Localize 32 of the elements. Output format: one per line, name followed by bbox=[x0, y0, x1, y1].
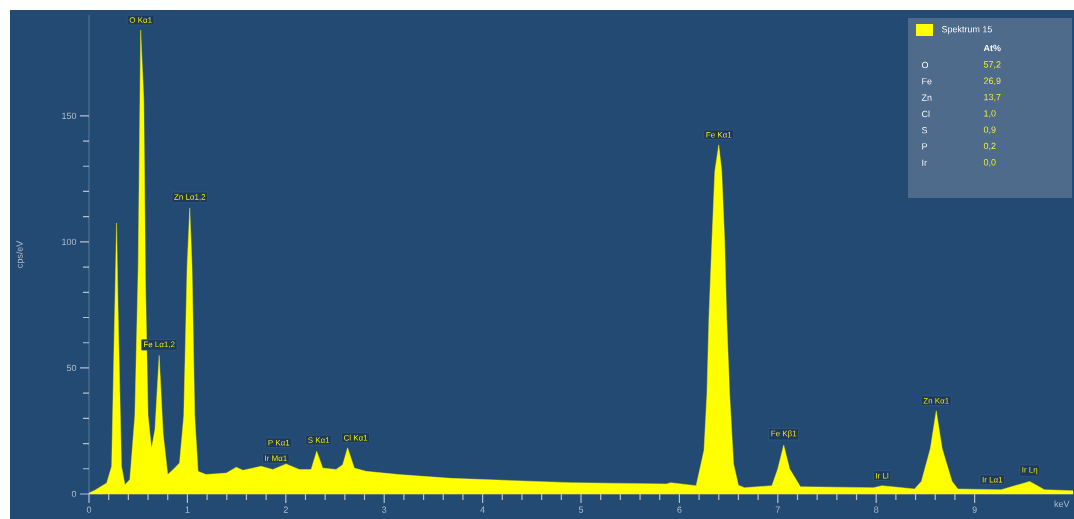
y-tick-label: 150 bbox=[62, 112, 77, 120]
x-tick-label: 5 bbox=[578, 506, 584, 513]
x-tick-label: 8 bbox=[874, 506, 879, 513]
annotation: P bbox=[922, 143, 928, 150]
y-tick-label: 100 bbox=[62, 238, 77, 246]
annotation: Zn bbox=[921, 94, 932, 101]
annotation: Fe bbox=[922, 78, 932, 85]
x-tick-label: 7 bbox=[775, 506, 780, 513]
x-tick-label: 3 bbox=[382, 506, 387, 513]
annotation: Cl bbox=[921, 110, 930, 118]
annotation: 1,0 bbox=[984, 110, 996, 118]
y-tick-label: 50 bbox=[66, 364, 77, 372]
annotation: 0,2 bbox=[983, 142, 996, 151]
x-tick-label: 6 bbox=[677, 506, 682, 513]
annotation: O bbox=[921, 61, 929, 69]
x-tick-label: 2 bbox=[283, 506, 288, 513]
legend-label: Spektrum 15 bbox=[941, 25, 992, 35]
x-axis-title: keV bbox=[1054, 500, 1070, 508]
annotation: 13,7 bbox=[984, 93, 1001, 102]
x-tick-label: 9 bbox=[972, 506, 977, 513]
annotation: 0,0 bbox=[983, 159, 996, 167]
y-tick-label: 0 bbox=[71, 490, 77, 498]
annotation: 0,9 bbox=[983, 126, 996, 134]
y-axis-title: cps/eV bbox=[16, 240, 25, 268]
annotation: 57,2 bbox=[983, 61, 1001, 69]
x-tick-label: 0 bbox=[86, 506, 92, 513]
annotation: 26,9 bbox=[983, 77, 1001, 85]
annotation: Ir bbox=[922, 159, 927, 166]
x-tick-label: 1 bbox=[185, 506, 190, 513]
x-tick-label: 4 bbox=[480, 506, 485, 513]
annotation: S bbox=[921, 127, 928, 134]
annotation: At% bbox=[983, 44, 1001, 52]
